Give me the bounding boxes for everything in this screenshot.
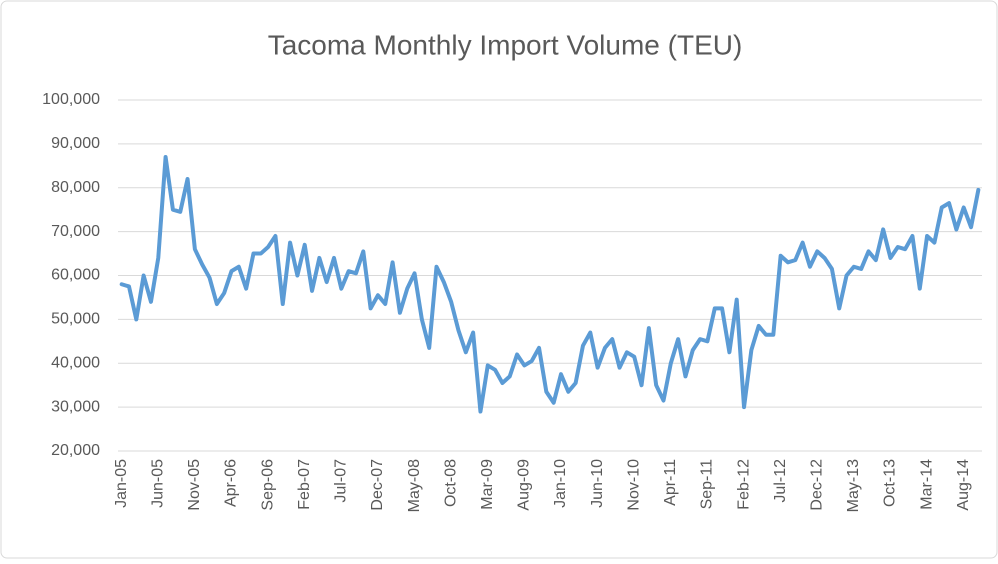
x-tick-label: Feb-12 — [735, 459, 752, 510]
x-tick-label: Aug-09 — [516, 459, 533, 511]
x-tick-label: Mar-14 — [918, 459, 935, 510]
x-tick-label: Jul-07 — [333, 459, 350, 503]
chart-title: Tacoma Monthly Import Volume (TEU) — [268, 29, 743, 60]
x-tick-label: Apr-11 — [662, 459, 679, 506]
y-tick-label: 100,000 — [42, 91, 100, 108]
x-tick-label: Oct-08 — [442, 459, 459, 507]
x-tick-label: Dec-07 — [369, 459, 386, 511]
x-tick-label: Nov-05 — [186, 459, 203, 511]
x-tick-label: Sep-11 — [699, 459, 716, 510]
x-tick-label: May-13 — [845, 459, 862, 512]
x-tick-label: May-08 — [406, 459, 423, 512]
x-tick-label: Nov-10 — [625, 459, 642, 511]
x-tick-label: Jul-12 — [772, 459, 789, 503]
x-tick-label: Feb-07 — [296, 459, 313, 510]
y-tick-label: 50,000 — [51, 311, 100, 328]
x-tick-label: Jun-05 — [149, 459, 166, 508]
x-tick-label: Dec-12 — [808, 459, 825, 511]
x-tick-label: Jun-10 — [589, 459, 606, 508]
x-tick-label: Mar-09 — [479, 459, 496, 510]
data-line — [119, 155, 981, 414]
y-tick-label: 70,000 — [51, 223, 100, 240]
y-tick-label: 90,000 — [51, 135, 100, 152]
y-tick-label: 20,000 — [51, 442, 100, 459]
y-tick-label: 30,000 — [51, 398, 100, 415]
y-tick-label: 40,000 — [51, 354, 100, 371]
x-tick-label: Apr-06 — [223, 459, 240, 507]
x-tick-label: Jan-05 — [113, 459, 130, 508]
x-tick-label: Jan-10 — [552, 459, 569, 508]
y-tick-label: 80,000 — [51, 179, 100, 196]
y-tick-label: 60,000 — [51, 267, 100, 284]
x-tick-label: Sep-06 — [259, 459, 276, 511]
x-tick-label: Aug-14 — [955, 459, 972, 511]
x-tick-label: Oct-13 — [882, 459, 899, 507]
